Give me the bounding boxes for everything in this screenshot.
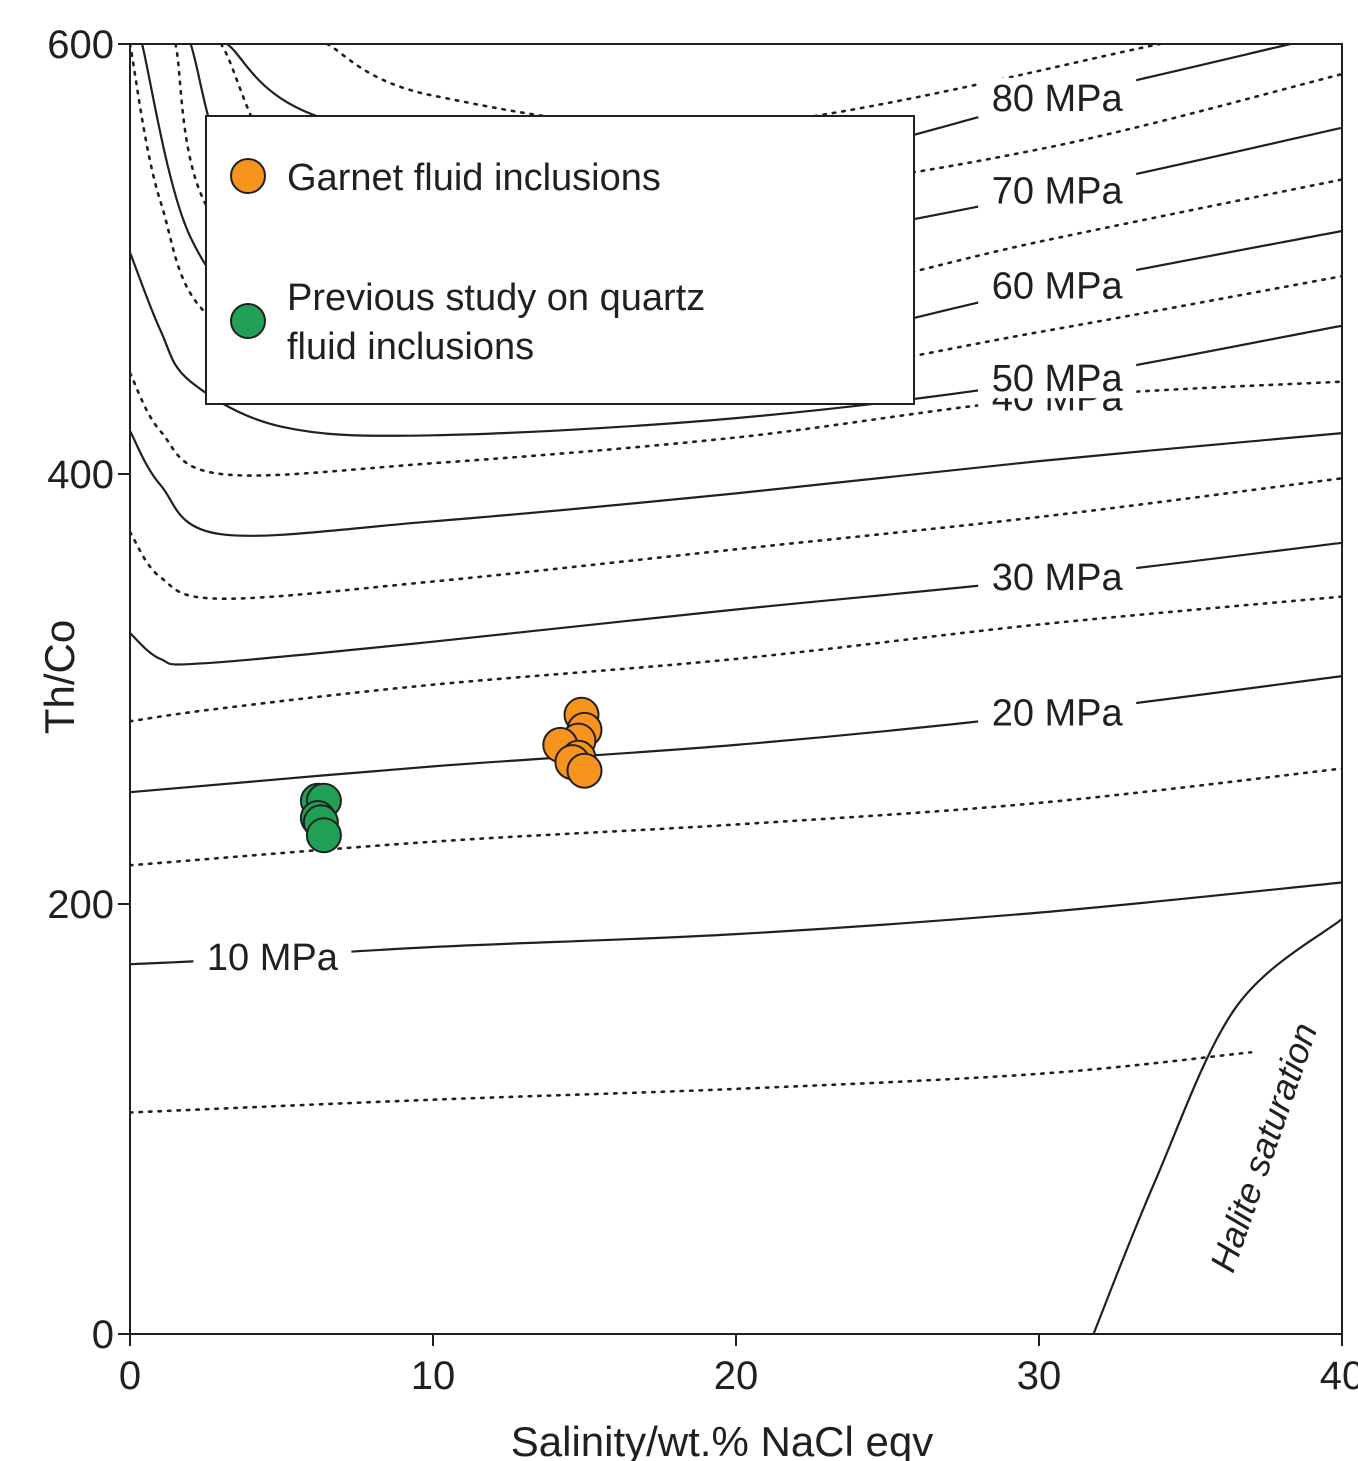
legend-label-garnet: Garnet fluid inclusions bbox=[287, 157, 661, 199]
isobar-curve-unlabeled-2 bbox=[130, 767, 1342, 867]
legend-label-quartz: Previous study on quartz fluid inclusion… bbox=[287, 277, 716, 368]
x-tick-label: 40 bbox=[1320, 1354, 1358, 1398]
garnet-data-point bbox=[566, 752, 603, 789]
halite-saturation-curve-group bbox=[1092, 918, 1342, 1334]
legend-box bbox=[205, 115, 915, 405]
legend-marker-quartz bbox=[230, 303, 266, 339]
y-tick-label: 0 bbox=[92, 1313, 114, 1357]
y-tick-label: 600 bbox=[47, 23, 114, 67]
isobar-label-bg bbox=[978, 170, 1137, 211]
legend-label-quartz-line1: Previous study on quartz bbox=[287, 277, 705, 319]
isobar-label-bg bbox=[978, 358, 1137, 399]
isobar-label-bg bbox=[978, 265, 1137, 306]
isobar-label-bg bbox=[978, 692, 1137, 733]
isobar-label-bg bbox=[193, 936, 352, 977]
isobar-label: 80 MPa bbox=[992, 78, 1124, 120]
isobar-curve-unlabeled-1 bbox=[130, 1051, 1253, 1114]
x-tick-label: 0 bbox=[119, 1354, 141, 1398]
legend-label-quartz-line2: fluid inclusions bbox=[287, 326, 534, 368]
isobar-label: 50 MPa bbox=[992, 358, 1124, 400]
y-tick-label: 400 bbox=[47, 453, 114, 497]
isobar-label-bg bbox=[978, 77, 1137, 118]
x-tick-label: 20 bbox=[714, 1354, 759, 1398]
isobar-label: 20 MPa bbox=[992, 693, 1124, 735]
quartz-data-point bbox=[305, 817, 342, 854]
x-axis-title: Salinity/wt.% NaCl eqv bbox=[511, 1418, 933, 1461]
isobar-label: 70 MPa bbox=[992, 171, 1124, 213]
isobar-curve-unlabeled-4 bbox=[130, 595, 1342, 723]
isobar-label: 30 MPa bbox=[992, 557, 1124, 599]
halite-saturation-curve bbox=[1092, 918, 1342, 1334]
data-points bbox=[299, 696, 603, 854]
isobar-label: 60 MPa bbox=[992, 266, 1124, 308]
isobar-curve-unlabeled-10 bbox=[130, 44, 1342, 397]
isobar-curve-20-mpa bbox=[130, 675, 1342, 794]
legend: Garnet fluid inclusions Previous study o… bbox=[205, 115, 915, 405]
x-tick-label: 30 bbox=[1017, 1354, 1062, 1398]
x-tick-label: 10 bbox=[411, 1354, 456, 1398]
y-axis-title: Th/Co bbox=[36, 620, 83, 734]
y-tick-label: 200 bbox=[47, 883, 114, 927]
isobar-label: 10 MPa bbox=[207, 937, 339, 979]
isobar-label-bg bbox=[978, 557, 1137, 598]
legend-marker-garnet bbox=[230, 158, 266, 194]
isobar-curve-unlabeled-7 bbox=[130, 430, 1342, 537]
